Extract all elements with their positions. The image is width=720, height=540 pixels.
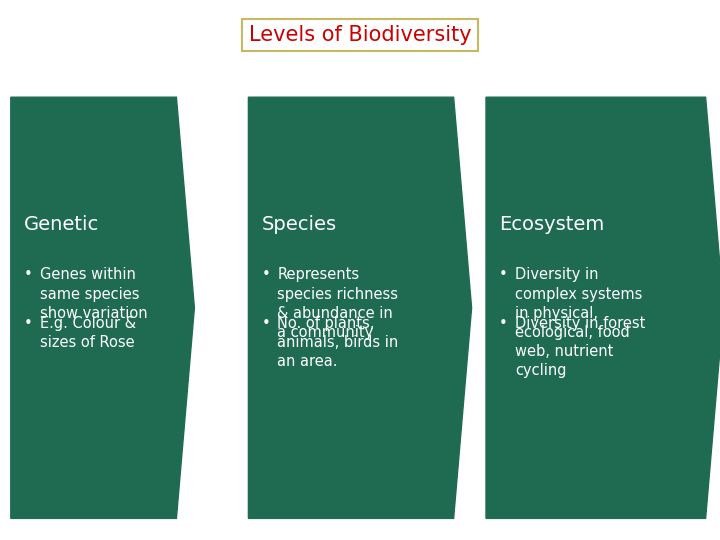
Text: Diversity in forest: Diversity in forest [515, 316, 645, 331]
Text: Genetic: Genetic [24, 214, 99, 234]
Text: Ecosystem: Ecosystem [499, 214, 604, 234]
Text: •: • [261, 267, 270, 282]
Text: •: • [499, 267, 508, 282]
Text: Levels of Biodiversity: Levels of Biodiversity [248, 25, 472, 45]
Text: Species: Species [261, 214, 336, 234]
Polygon shape [486, 97, 720, 518]
Text: •: • [24, 267, 32, 282]
Text: E.g. Colour &
sizes of Rose: E.g. Colour & sizes of Rose [40, 316, 136, 350]
Text: •: • [261, 316, 270, 331]
Text: Represents
species richness
& abundance in
a community: Represents species richness & abundance … [277, 267, 398, 340]
Text: No. of plants,
animals, birds in
an area.: No. of plants, animals, birds in an area… [277, 316, 398, 369]
Text: •: • [499, 316, 508, 331]
Polygon shape [11, 97, 194, 518]
Polygon shape [248, 97, 472, 518]
Text: Diversity in
complex systems
in physical,
ecological, food
web, nutrient
cycling: Diversity in complex systems in physical… [515, 267, 642, 379]
Text: Genes within
same species
show variation: Genes within same species show variation [40, 267, 147, 321]
Text: •: • [24, 316, 32, 331]
